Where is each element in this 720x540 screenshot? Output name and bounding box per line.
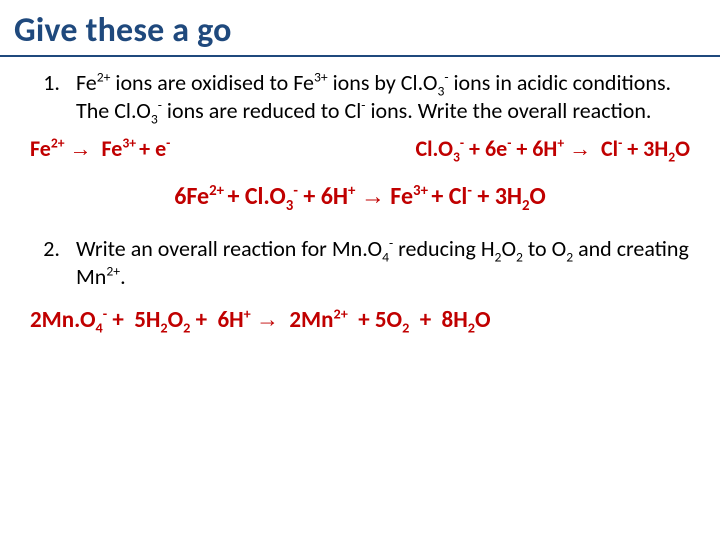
q1-half-equations: Fe2+ → Fe3+ + e- Cl.O3- + 6e- + 6H+ → Cl… bbox=[26, 135, 694, 162]
q1-half1: Fe2+ → Fe3+ + e- bbox=[30, 135, 170, 162]
q1-text: Fe2+ ions are oxidised to Fe3+ ions by C… bbox=[76, 69, 694, 125]
question-1: 1. Fe2+ ions are oxidised to Fe3+ ions b… bbox=[26, 69, 694, 125]
q2-overall: 2Mn.O4- + 5H2O2 + 6H+ → 2Mn2+ + 5O2 + 8H… bbox=[26, 306, 694, 334]
q1-half2: Cl.O3- + 6e- + 6H+ → Cl- + 3H2O bbox=[415, 135, 690, 162]
q1-number: 1. bbox=[26, 69, 76, 96]
question-2: 2. Write an overall reaction for Mn.O4- … bbox=[26, 235, 694, 291]
q1-overall: 6Fe2+ + Cl.O3- + 6H+ → Fe3+ + Cl- + 3H2O bbox=[26, 182, 694, 211]
q2-text: Write an overall reaction for Mn.O4- red… bbox=[76, 235, 694, 291]
q2-number: 2. bbox=[26, 235, 76, 262]
content-area: 1. Fe2+ ions are oxidised to Fe3+ ions b… bbox=[0, 69, 720, 334]
title-underline bbox=[0, 55, 720, 57]
slide-title: Give these a go bbox=[0, 0, 720, 55]
